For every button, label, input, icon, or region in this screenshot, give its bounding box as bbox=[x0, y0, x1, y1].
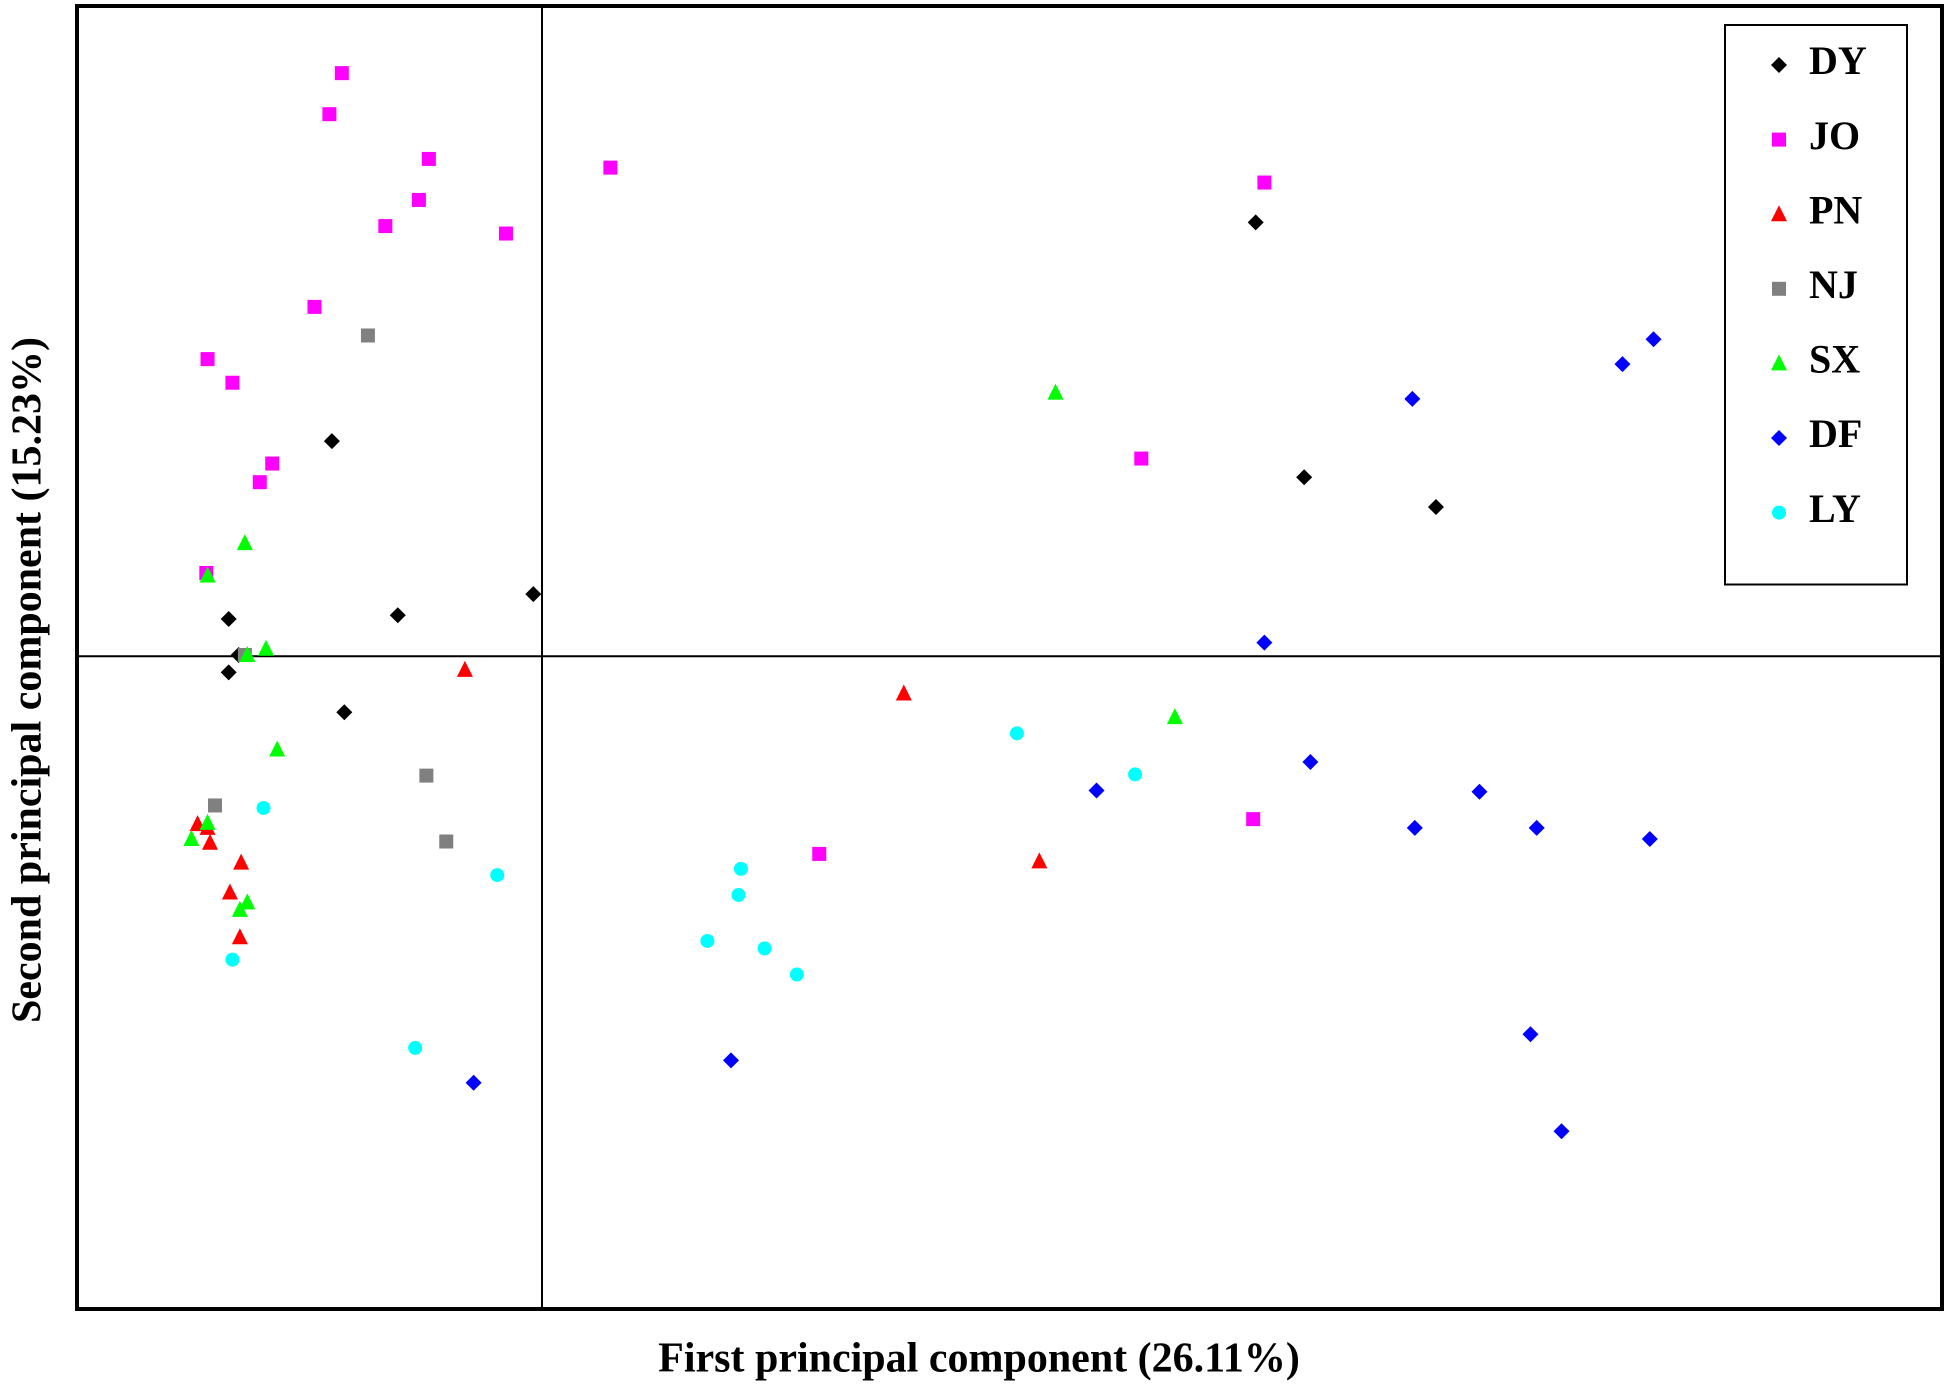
point bbox=[1614, 356, 1631, 373]
point bbox=[411, 192, 426, 207]
point bbox=[1296, 469, 1313, 486]
point bbox=[1645, 331, 1662, 348]
legend-marker bbox=[1771, 205, 1787, 222]
point bbox=[525, 586, 542, 603]
point bbox=[1088, 782, 1105, 799]
point bbox=[812, 846, 827, 861]
point bbox=[220, 664, 237, 681]
point bbox=[269, 740, 286, 757]
point bbox=[439, 834, 454, 849]
point bbox=[378, 219, 393, 234]
legend-text: NJ bbox=[1809, 262, 1858, 307]
point bbox=[221, 883, 238, 900]
point bbox=[1047, 383, 1064, 400]
point bbox=[757, 941, 772, 956]
point bbox=[731, 887, 746, 902]
point bbox=[208, 798, 223, 813]
point bbox=[1553, 1123, 1570, 1140]
point bbox=[733, 861, 748, 876]
point bbox=[231, 928, 248, 945]
legend-marker bbox=[1771, 430, 1787, 446]
point bbox=[1404, 390, 1421, 407]
point bbox=[1256, 634, 1273, 651]
legend-text: DF bbox=[1809, 411, 1862, 456]
point bbox=[183, 830, 200, 847]
legend-marker bbox=[1771, 354, 1787, 371]
point bbox=[252, 475, 267, 490]
point bbox=[239, 893, 256, 910]
point bbox=[603, 160, 618, 175]
point bbox=[1134, 451, 1149, 466]
point bbox=[233, 853, 250, 870]
point bbox=[307, 299, 322, 314]
point bbox=[789, 967, 804, 982]
legend-marker bbox=[1771, 57, 1787, 73]
point bbox=[265, 456, 280, 471]
point bbox=[200, 352, 215, 367]
point bbox=[256, 800, 271, 815]
point bbox=[1247, 214, 1264, 231]
point bbox=[1471, 783, 1488, 800]
legend-marker bbox=[1772, 132, 1786, 147]
point bbox=[199, 813, 216, 830]
point bbox=[456, 660, 473, 677]
point bbox=[202, 833, 219, 850]
point bbox=[419, 768, 434, 783]
point bbox=[895, 684, 912, 701]
legend-box bbox=[1724, 24, 1908, 586]
point bbox=[1166, 708, 1183, 725]
point bbox=[408, 1040, 423, 1055]
point bbox=[1009, 726, 1024, 741]
point bbox=[389, 607, 406, 624]
point bbox=[1031, 852, 1048, 869]
point bbox=[225, 952, 240, 967]
point bbox=[322, 107, 337, 122]
point bbox=[722, 1052, 739, 1069]
point bbox=[360, 328, 375, 343]
point bbox=[700, 933, 715, 948]
point bbox=[1427, 499, 1444, 516]
point bbox=[220, 610, 237, 627]
point bbox=[1522, 1026, 1539, 1043]
point bbox=[1641, 831, 1658, 848]
legend-text: LY bbox=[1809, 486, 1861, 531]
point bbox=[236, 534, 253, 551]
point bbox=[1257, 175, 1272, 190]
legend-marker bbox=[1772, 281, 1786, 296]
y-axis-title: Second principal component (15.23%) bbox=[5, 337, 51, 1023]
point bbox=[334, 66, 349, 81]
point bbox=[498, 226, 513, 241]
legend-marker bbox=[1772, 505, 1786, 520]
point bbox=[465, 1074, 482, 1091]
point bbox=[199, 566, 216, 583]
point bbox=[225, 375, 240, 390]
x-axis-title: First principal component (26.11%) bbox=[658, 1336, 1300, 1382]
point bbox=[1406, 819, 1423, 836]
plot-frame bbox=[75, 4, 1944, 1311]
point bbox=[231, 900, 248, 917]
point bbox=[323, 433, 340, 450]
legend-text: SX bbox=[1809, 337, 1860, 382]
point bbox=[1128, 767, 1143, 782]
point bbox=[336, 704, 353, 721]
point bbox=[1302, 753, 1319, 770]
point bbox=[257, 639, 274, 656]
point bbox=[239, 646, 256, 663]
point bbox=[1246, 812, 1261, 827]
point bbox=[490, 868, 505, 883]
point bbox=[1528, 819, 1545, 836]
legend-text: JO bbox=[1809, 113, 1860, 158]
legend-text: PN bbox=[1809, 187, 1862, 232]
point bbox=[421, 151, 436, 166]
legend-text: DY bbox=[1809, 38, 1867, 83]
